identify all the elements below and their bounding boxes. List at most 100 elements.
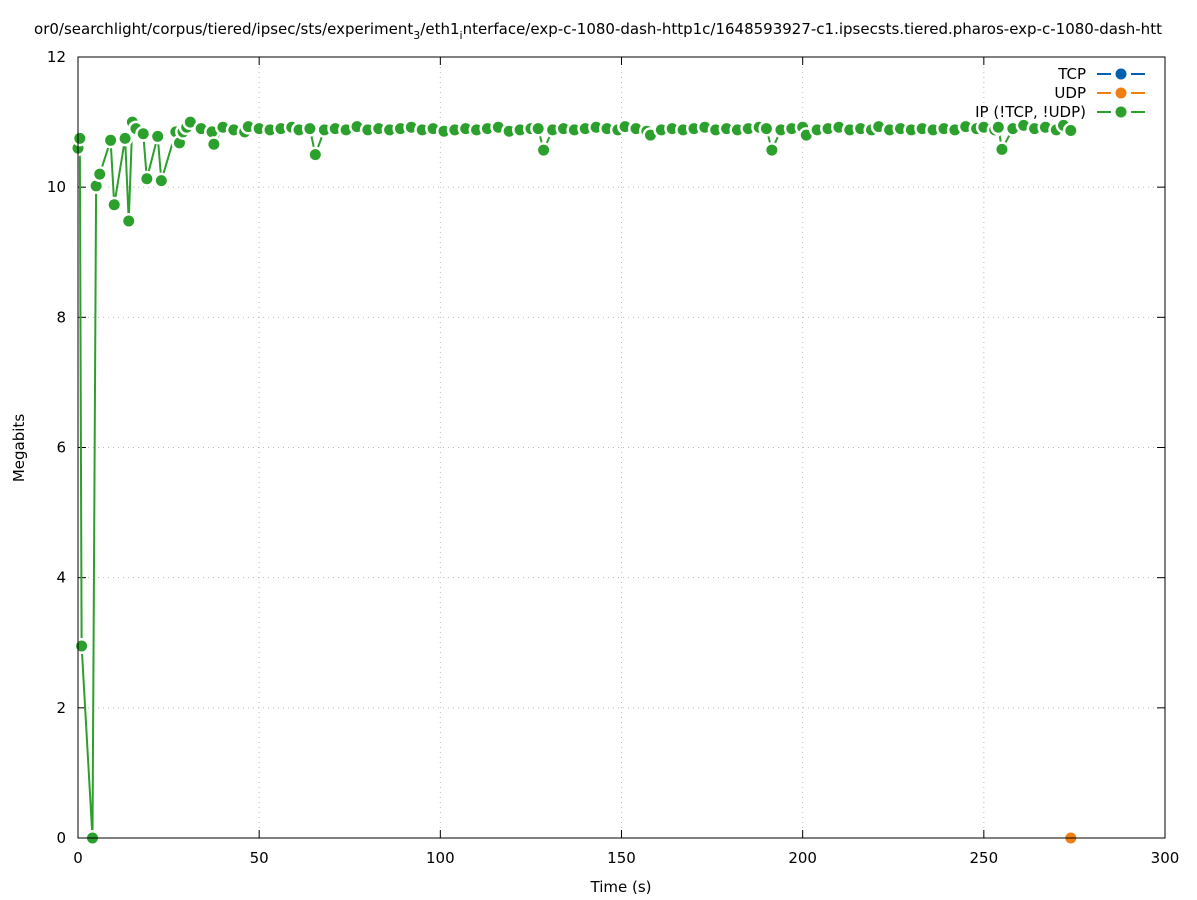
data-point <box>644 129 656 141</box>
y-axis-label: Megabits <box>10 414 28 482</box>
data-point <box>894 123 906 135</box>
title-subscript-2: i <box>460 29 463 42</box>
data-point <box>94 168 106 180</box>
legend-label: TCP <box>1057 65 1086 83</box>
data-point <box>822 123 834 135</box>
data-point <box>351 121 363 133</box>
data-point <box>309 149 321 161</box>
data-point <box>275 123 287 135</box>
x-tick-label: 150 <box>607 849 636 867</box>
data-point <box>195 123 207 135</box>
data-point <box>184 116 196 128</box>
y-tick-label: 8 <box>56 308 66 326</box>
data-point <box>318 124 330 136</box>
x-tick-label: 50 <box>250 849 269 867</box>
x-tick-label: 300 <box>1151 849 1180 867</box>
data-point <box>992 121 1004 133</box>
data-point <box>760 123 772 135</box>
data-point <box>1039 121 1051 133</box>
legend-marker <box>1115 106 1127 118</box>
x-tick-label: 200 <box>788 849 817 867</box>
data-point <box>405 121 417 133</box>
data-point <box>206 126 218 138</box>
data-point <box>503 125 515 137</box>
data-point <box>293 124 305 136</box>
title-part-3: nterface/exp-c-1080-dash-http1c/16485939… <box>463 20 1163 38</box>
data-point <box>449 124 461 136</box>
data-point <box>996 143 1008 155</box>
data-point <box>978 121 990 133</box>
data-point <box>90 180 102 192</box>
series-2 <box>70 114 1079 846</box>
data-point <box>905 124 917 136</box>
data-point <box>1018 119 1030 131</box>
y-tick-label: 10 <box>47 178 66 196</box>
title-part-1: or0/searchlight/corpus/tiered/ipsec/sts/… <box>34 20 413 38</box>
legend-label: UDP <box>1054 84 1086 102</box>
y-tick-label: 2 <box>56 699 66 717</box>
data-point <box>173 137 185 149</box>
data-point <box>538 144 550 156</box>
data-point <box>677 124 689 136</box>
y-tick-label: 6 <box>56 439 66 457</box>
data-point <box>416 124 428 136</box>
data-point <box>579 123 591 135</box>
y-tick-label: 4 <box>56 569 66 587</box>
data-point <box>141 173 153 185</box>
data-point <box>253 123 265 135</box>
data-point <box>949 124 961 136</box>
data-point <box>833 121 845 133</box>
data-point <box>844 124 856 136</box>
data-point <box>547 124 559 136</box>
data-point <box>1007 123 1019 135</box>
data-point <box>1029 123 1041 135</box>
data-point <box>242 121 254 133</box>
data-point <box>873 121 885 133</box>
data-point <box>74 132 86 144</box>
data-point <box>108 199 120 211</box>
data-point <box>514 124 526 136</box>
data-point <box>152 130 164 142</box>
data-point <box>105 134 117 146</box>
legend-marker <box>1115 87 1127 99</box>
data-point <box>655 124 667 136</box>
data-point <box>630 123 642 135</box>
data-point <box>731 124 743 136</box>
data-point <box>800 129 812 141</box>
x-tick-label: 0 <box>73 849 83 867</box>
data-point <box>340 124 352 136</box>
data-point <box>786 123 798 135</box>
data-point <box>601 123 613 135</box>
data-point <box>76 640 88 652</box>
data-point <box>1065 125 1077 137</box>
chart-title: or0/searchlight/corpus/tiered/ipsec/sts/… <box>34 20 1162 42</box>
legend-marker <box>1115 68 1127 80</box>
x-tick-labels: 0 50 100 150 200 250 300 <box>73 849 1179 867</box>
y-tick-labels: 0 2 4 6 8 10 12 <box>47 48 66 847</box>
data-point <box>427 123 439 135</box>
series-layer <box>70 114 1079 846</box>
data-point <box>217 121 229 133</box>
data-point <box>492 121 504 133</box>
title-subscript-1: 3 <box>413 29 420 42</box>
data-point <box>775 124 787 136</box>
data-point <box>568 124 580 136</box>
data-point <box>811 124 823 136</box>
data-point <box>699 121 711 133</box>
data-point <box>264 124 276 136</box>
data-point <box>688 123 700 135</box>
data-point <box>590 121 602 133</box>
data-point <box>938 123 950 135</box>
y-tick-label: 0 <box>56 829 66 847</box>
data-point <box>884 124 896 136</box>
data-point <box>619 121 631 133</box>
data-point <box>471 124 483 136</box>
data-point <box>855 123 867 135</box>
data-point <box>710 124 722 136</box>
x-tick-label: 100 <box>426 849 455 867</box>
x-tick-label: 250 <box>970 849 999 867</box>
series-line <box>77 118 1072 839</box>
title-part-2: /eth1 <box>420 20 459 38</box>
